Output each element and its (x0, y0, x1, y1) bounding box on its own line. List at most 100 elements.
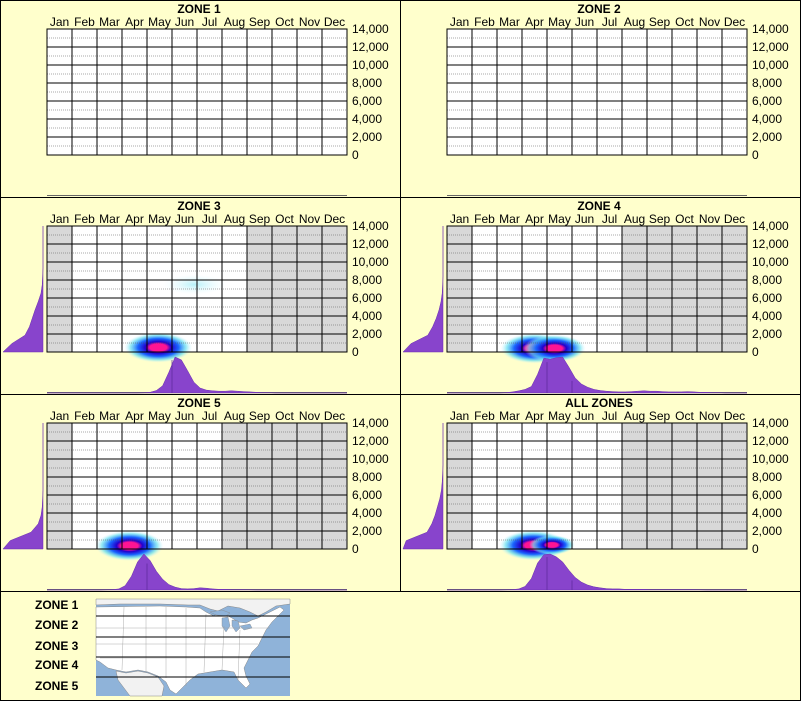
panel-title: ZONE 4 (577, 199, 621, 213)
y-tick-label: 14,000 (752, 416, 789, 430)
y-tick-label: 14,000 (352, 416, 389, 430)
month-label: May (148, 409, 171, 423)
y-tick-label: 2,000 (352, 130, 382, 144)
y-tick-label: 2,000 (352, 327, 382, 341)
month-label: Feb (474, 15, 495, 29)
y-tick-label: 10,000 (752, 452, 789, 466)
y-tick-label: 0 (352, 345, 359, 359)
month-label: Feb (474, 409, 495, 423)
month-label: Nov (699, 409, 720, 423)
month-label: Mar (99, 212, 120, 226)
panel-all-zones: ALL ZONES Jan Feb Mar Apr May Jun Jul Aug Sep Oct N… (400, 394, 801, 592)
y-tick-label: 14,000 (352, 219, 389, 233)
shaded-month (672, 423, 697, 549)
month-label: Oct (675, 212, 694, 226)
y-tick-label: 10,000 (352, 255, 389, 269)
month-label: May (548, 409, 571, 423)
y-tick-label: 10,000 (352, 58, 389, 72)
month-label: May (148, 212, 171, 226)
month-label: Dec (724, 409, 745, 423)
month-label: Jun (175, 409, 194, 423)
panel-zone-1: ZONE 1 Jan Feb Mar Apr May Jun Jul Aug Sep Oct Nov D… (0, 0, 401, 198)
elevation-profile (2, 226, 44, 353)
month-label: Feb (74, 409, 95, 423)
month-label: Jan (450, 15, 469, 29)
month-label: Aug (224, 15, 245, 29)
month-label: Apr (525, 15, 544, 29)
y-tick-label: 12,000 (752, 40, 789, 54)
month-label: Dec (324, 15, 345, 29)
month-label: Jun (175, 212, 194, 226)
y-tick-label: 12,000 (752, 434, 789, 448)
month-label: Jul (202, 212, 217, 226)
month-label: May (548, 212, 571, 226)
y-tick-label: 4,000 (352, 112, 382, 126)
shaded-month (222, 423, 247, 549)
y-tick-label: 6,000 (752, 488, 782, 502)
legend-zone-label: ZONE 4 (35, 658, 79, 672)
legend-zone-label: ZONE 5 (35, 679, 79, 693)
month-label: Sep (649, 212, 671, 226)
plot-frame (46, 28, 348, 156)
shaded-month (622, 423, 647, 549)
y-tick-label: 0 (752, 542, 759, 556)
y-tick-label: 4,000 (752, 506, 782, 520)
y-tick-label: 12,000 (352, 40, 389, 54)
month-label: Jan (450, 409, 469, 423)
month-label: Nov (699, 15, 720, 29)
month-label: Dec (324, 212, 345, 226)
month-label: Aug (624, 212, 645, 226)
map-state-borders (96, 606, 270, 686)
month-label: Nov (299, 212, 320, 226)
month-label: Nov (299, 15, 320, 29)
month-label: Jul (602, 15, 617, 29)
month-label: Oct (275, 212, 294, 226)
shaded-month (272, 423, 297, 549)
month-label: Dec (324, 409, 345, 423)
y-tick-label: 8,000 (352, 273, 382, 287)
month-label: Jul (602, 212, 617, 226)
month-label: Mar (99, 409, 120, 423)
y-tick-label: 2,000 (752, 524, 782, 538)
map-great-lakes (209, 609, 253, 633)
legend-zone-label: ZONE 2 (35, 618, 79, 632)
y-tick-label: 0 (752, 345, 759, 359)
panel-zone-5: ZONE 5 Jan Feb Mar Apr May Jun Jul Aug Sep Oct Nov D… (0, 394, 401, 592)
month-label: Aug (624, 409, 645, 423)
month-label: Jun (575, 409, 594, 423)
month-label: Jul (202, 15, 217, 29)
plot-frame (446, 422, 748, 550)
month-label: Oct (675, 15, 694, 29)
month-label: Mar (499, 409, 520, 423)
map-land-canada (95, 598, 291, 617)
month-label: Aug (624, 15, 645, 29)
month-label: Jan (50, 212, 69, 226)
shaded-month (272, 226, 297, 352)
shaded-month (322, 226, 347, 352)
legend-zone-label: ZONE 1 (35, 598, 79, 612)
y-tick-label: 2,000 (752, 327, 782, 341)
shaded-month (322, 423, 347, 549)
month-label: Sep (649, 15, 671, 29)
y-tick-label: 4,000 (752, 112, 782, 126)
heat-spot (95, 530, 164, 561)
elevation-profile (2, 423, 44, 550)
shaded-month (722, 423, 747, 549)
month-label: Jun (575, 212, 594, 226)
y-tick-label: 14,000 (352, 22, 389, 36)
elevation-profile (402, 423, 444, 550)
month-label: Apr (525, 409, 544, 423)
panel-title: ZONE 3 (177, 199, 221, 213)
heat-spot (529, 535, 575, 555)
legend-panel: ZONE 1 ZONE 2 ZONE 3 ZONE 4 ZONE 5 (0, 591, 801, 701)
y-tick-label: 8,000 (752, 273, 782, 287)
month-profile (447, 553, 747, 591)
month-label: Jun (575, 15, 594, 29)
month-profile (47, 356, 347, 394)
month-label: Nov (699, 212, 720, 226)
month-label: Feb (74, 15, 95, 29)
month-label: Apr (125, 409, 144, 423)
plot-frame (46, 225, 348, 353)
month-label: Oct (275, 15, 294, 29)
